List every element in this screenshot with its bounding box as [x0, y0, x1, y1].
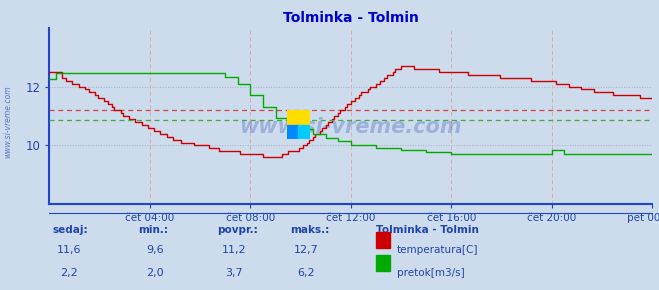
Text: maks.:: maks.:	[290, 225, 330, 235]
Text: Tolminka - Tolmin: Tolminka - Tolmin	[376, 225, 478, 235]
Bar	[287, 125, 298, 139]
Text: 12,7: 12,7	[294, 245, 319, 255]
Text: pretok[m3/s]: pretok[m3/s]	[397, 268, 465, 278]
Bar	[298, 125, 310, 139]
Text: 3,7: 3,7	[225, 268, 243, 278]
Text: 2,0: 2,0	[146, 268, 163, 278]
Text: sedaj:: sedaj:	[53, 225, 88, 235]
Text: 6,2: 6,2	[298, 268, 315, 278]
Text: 11,2: 11,2	[221, 245, 246, 255]
Text: min.:: min.:	[138, 225, 169, 235]
Text: povpr.:: povpr.:	[217, 225, 258, 235]
Text: 11,6: 11,6	[57, 245, 82, 255]
Bar	[287, 110, 310, 125]
Text: www.si-vreme.com: www.si-vreme.com	[3, 86, 13, 158]
Text: 2,2: 2,2	[61, 268, 78, 278]
Text: www.si-vreme.com: www.si-vreme.com	[240, 117, 462, 137]
Text: 9,6: 9,6	[146, 245, 163, 255]
Title: Tolminka - Tolmin: Tolminka - Tolmin	[283, 11, 419, 25]
Text: temperatura[C]: temperatura[C]	[397, 245, 478, 255]
